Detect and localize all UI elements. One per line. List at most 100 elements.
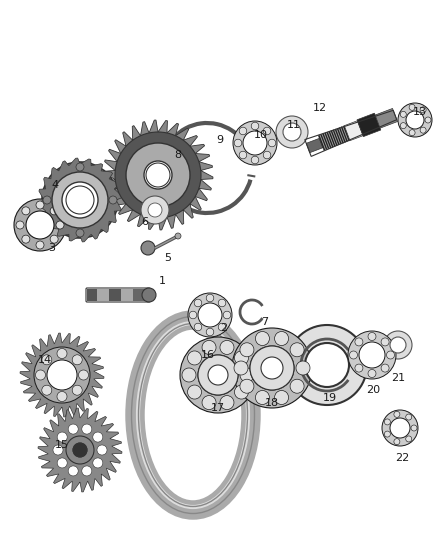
Circle shape — [255, 332, 269, 345]
Polygon shape — [344, 120, 363, 141]
Circle shape — [68, 466, 78, 476]
Circle shape — [305, 343, 349, 387]
Circle shape — [52, 172, 108, 228]
Circle shape — [350, 351, 357, 359]
Circle shape — [411, 425, 417, 431]
Polygon shape — [121, 289, 133, 301]
Circle shape — [57, 458, 67, 468]
Circle shape — [290, 343, 304, 357]
Circle shape — [180, 337, 256, 413]
Circle shape — [42, 162, 118, 238]
Circle shape — [276, 116, 308, 148]
Text: 2: 2 — [220, 323, 228, 333]
Circle shape — [290, 379, 304, 393]
Text: 6: 6 — [141, 217, 148, 227]
Circle shape — [239, 151, 247, 159]
Circle shape — [234, 351, 248, 365]
Text: 3: 3 — [49, 243, 56, 253]
Circle shape — [381, 338, 389, 346]
Polygon shape — [375, 108, 397, 128]
Text: 9: 9 — [216, 135, 223, 145]
Text: 7: 7 — [261, 317, 268, 327]
Circle shape — [394, 411, 400, 417]
Circle shape — [72, 385, 82, 395]
Circle shape — [72, 355, 82, 365]
Circle shape — [208, 365, 228, 385]
Circle shape — [76, 229, 84, 237]
Circle shape — [243, 131, 267, 155]
Circle shape — [234, 385, 248, 399]
Circle shape — [66, 186, 94, 214]
Circle shape — [381, 364, 389, 372]
Circle shape — [35, 370, 46, 380]
Circle shape — [188, 293, 232, 337]
Polygon shape — [357, 113, 381, 136]
Circle shape — [406, 414, 412, 420]
Text: 16: 16 — [201, 350, 215, 360]
Circle shape — [368, 333, 376, 341]
Circle shape — [255, 391, 269, 405]
Circle shape — [348, 331, 396, 379]
Circle shape — [390, 337, 406, 353]
Circle shape — [43, 196, 51, 204]
Circle shape — [202, 395, 216, 409]
Circle shape — [384, 331, 412, 359]
Circle shape — [409, 104, 415, 110]
Circle shape — [82, 466, 92, 476]
Circle shape — [406, 436, 412, 442]
Text: 1: 1 — [159, 276, 166, 286]
Circle shape — [234, 139, 242, 147]
Circle shape — [187, 351, 201, 365]
Text: 4: 4 — [51, 180, 59, 190]
Circle shape — [400, 123, 406, 128]
Polygon shape — [97, 289, 109, 301]
Circle shape — [223, 311, 231, 319]
Circle shape — [232, 328, 312, 408]
Text: 18: 18 — [265, 398, 279, 408]
Text: 5: 5 — [165, 253, 172, 263]
Circle shape — [97, 445, 107, 455]
Circle shape — [66, 436, 94, 464]
Circle shape — [36, 201, 44, 209]
Circle shape — [251, 122, 259, 130]
Circle shape — [42, 385, 52, 395]
Circle shape — [50, 235, 58, 243]
Circle shape — [261, 357, 283, 379]
Text: 12: 12 — [313, 103, 327, 113]
Circle shape — [239, 127, 247, 135]
Text: 17: 17 — [211, 403, 225, 413]
Text: 15: 15 — [55, 440, 69, 450]
Circle shape — [394, 439, 400, 445]
Circle shape — [187, 385, 201, 399]
Circle shape — [26, 211, 54, 239]
Circle shape — [16, 221, 24, 229]
Circle shape — [268, 139, 276, 147]
Circle shape — [76, 163, 84, 171]
Circle shape — [62, 182, 98, 218]
Circle shape — [390, 418, 410, 438]
Circle shape — [22, 207, 30, 215]
Polygon shape — [318, 126, 350, 150]
Circle shape — [202, 341, 216, 354]
Polygon shape — [306, 139, 323, 152]
Circle shape — [109, 196, 117, 204]
Circle shape — [233, 121, 277, 165]
Text: 19: 19 — [323, 393, 337, 403]
Polygon shape — [109, 289, 121, 301]
Circle shape — [355, 338, 363, 346]
Circle shape — [263, 127, 271, 135]
Circle shape — [78, 370, 88, 380]
Text: 14: 14 — [38, 355, 52, 365]
Circle shape — [141, 196, 169, 224]
Circle shape — [234, 361, 248, 375]
Circle shape — [175, 233, 181, 239]
Circle shape — [47, 360, 77, 390]
Circle shape — [218, 323, 226, 331]
Circle shape — [420, 127, 426, 133]
Text: 21: 21 — [391, 373, 405, 383]
Circle shape — [194, 323, 202, 331]
Circle shape — [56, 221, 64, 229]
Circle shape — [73, 443, 87, 457]
Circle shape — [34, 347, 90, 403]
Circle shape — [251, 156, 259, 164]
